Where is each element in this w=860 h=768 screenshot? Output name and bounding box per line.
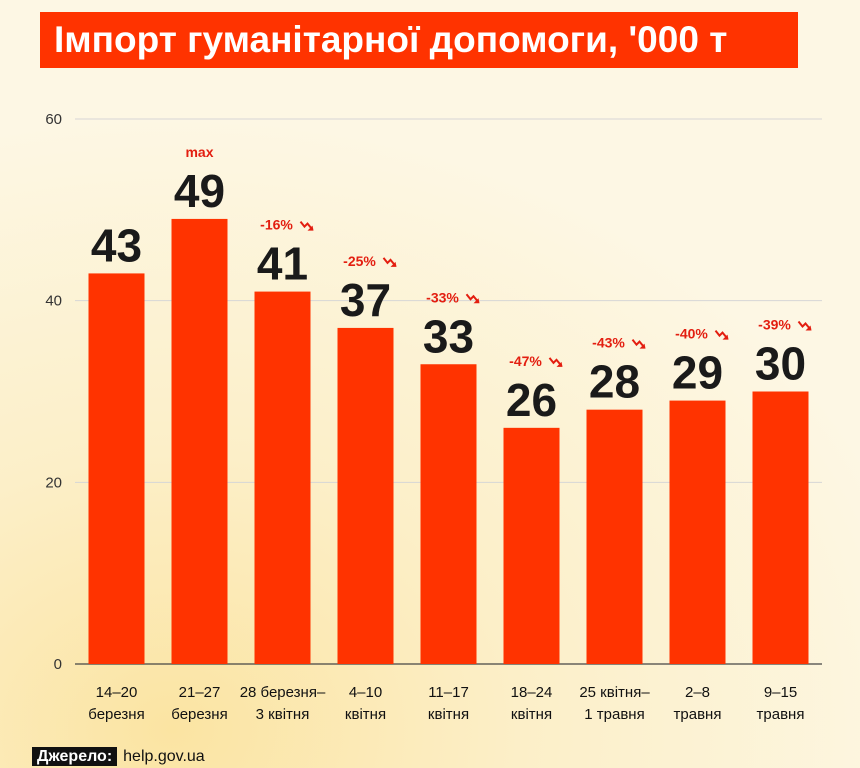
- x-tick-label: 2–8: [685, 684, 710, 701]
- bar-chart: 0 20 40 60 43 14–20 березня 49 max 21–27 березня 41…: [45, 111, 822, 723]
- data-label: 41: [257, 238, 308, 290]
- arrow-head-icon: [390, 261, 397, 267]
- x-tick-label: 3 квітня: [256, 706, 310, 723]
- arrow-head-icon: [556, 361, 563, 367]
- x-tick-label: травня: [674, 706, 722, 723]
- bar: [171, 218, 228, 664]
- bar: [503, 427, 560, 664]
- arrow-head-icon: [307, 225, 314, 231]
- arrow-down-icon: [299, 220, 314, 231]
- bar: [254, 291, 311, 664]
- bar: [586, 409, 643, 664]
- x-tick-label: 11–17: [428, 684, 469, 701]
- change-label: -16%: [260, 217, 293, 233]
- x-tick-label: 4–10: [349, 684, 382, 701]
- change-label: -33%: [426, 289, 459, 305]
- arrow-down-icon: [797, 320, 812, 331]
- arrow-down-icon: [548, 357, 563, 367]
- arrow-down-icon: [382, 257, 397, 267]
- change-label: -47%: [509, 353, 542, 369]
- data-label: 49: [174, 165, 225, 217]
- data-label: 29: [672, 347, 723, 399]
- x-tick-label: 25 квітня–: [579, 684, 650, 701]
- source-line: Джерело: help.gov.ua: [32, 747, 205, 766]
- change-label: -40%: [675, 326, 708, 342]
- x-tick-label: квітня: [345, 706, 386, 723]
- arrow-down-icon: [631, 339, 646, 349]
- bar: [752, 391, 809, 664]
- y-tick-label: 20: [45, 474, 62, 491]
- x-tick-label: травня: [757, 706, 805, 723]
- data-label: 26: [506, 374, 557, 426]
- x-tick-label: березня: [171, 706, 227, 723]
- source-label: Джерело:: [32, 747, 118, 766]
- x-tick-label: 18–24: [511, 684, 553, 701]
- arrow-down-icon: [714, 329, 729, 340]
- change-label: -43%: [592, 335, 625, 351]
- bar: [420, 364, 477, 664]
- arrow-head-icon: [639, 343, 646, 349]
- x-tick-label: квітня: [511, 706, 552, 723]
- data-label: 33: [423, 310, 474, 362]
- x-tick-label: березня: [88, 706, 144, 723]
- source-value[interactable]: help.gov.ua: [123, 748, 205, 765]
- x-tick-label: 21–27: [179, 684, 221, 701]
- x-tick-label: 9–15: [764, 684, 797, 701]
- y-tick-label: 60: [45, 111, 62, 128]
- change-label: -39%: [758, 317, 791, 333]
- x-tick-label: 1 травня: [584, 706, 644, 723]
- chart-title: Імпорт гуманітарної допомоги, '000 т: [40, 12, 798, 68]
- data-label: 30: [755, 338, 806, 390]
- bar: [669, 400, 726, 664]
- arrow-head-icon: [805, 325, 812, 331]
- data-label: 37: [340, 274, 391, 326]
- bar: [88, 273, 145, 664]
- bar: [337, 327, 394, 664]
- change-label: -25%: [343, 253, 376, 269]
- y-tick-label: 40: [45, 293, 62, 310]
- x-tick-label: 28 березня–: [240, 684, 326, 701]
- arrow-head-icon: [722, 334, 729, 340]
- x-tick-label: 14–20: [96, 684, 138, 701]
- change-label: max: [185, 144, 213, 160]
- x-tick-label: квітня: [428, 706, 469, 723]
- y-tick-label: 0: [54, 656, 62, 673]
- data-label: 28: [589, 356, 640, 408]
- arrow-head-icon: [473, 298, 480, 304]
- arrow-down-icon: [465, 293, 480, 303]
- data-label: 43: [91, 219, 142, 271]
